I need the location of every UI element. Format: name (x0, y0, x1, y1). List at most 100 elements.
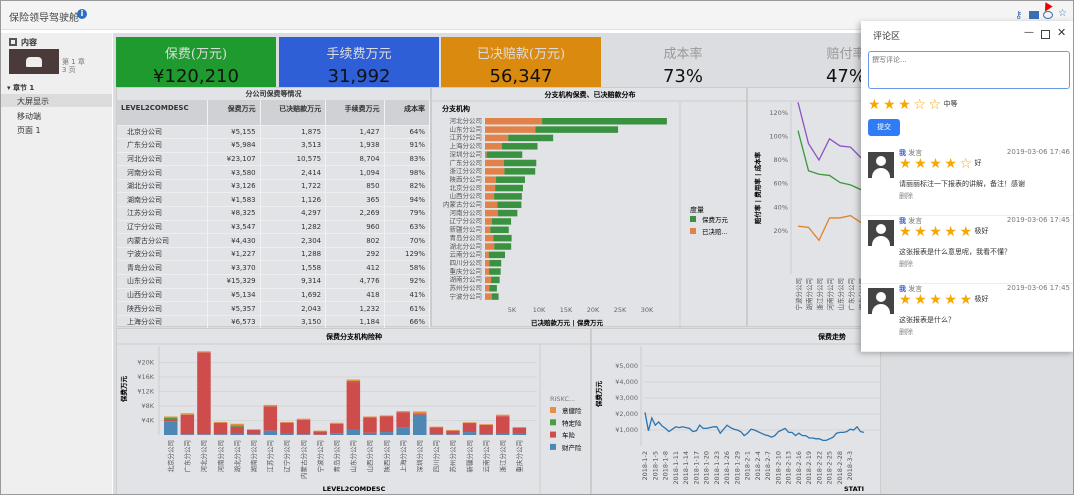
table-row[interactable]: 河北分公司 ¥23,107 10,575 8,704 83% (117, 152, 431, 167)
column-header[interactable]: 已决赔款万元 (260, 100, 327, 126)
kpi-value: 47% (825, 66, 866, 87)
star-filled-icon[interactable]: ★ (899, 292, 912, 308)
star-filled-icon[interactable]: ★ (914, 156, 927, 172)
rating-label: 中等 (943, 100, 958, 108)
star-filled-icon[interactable]: ★ (883, 97, 896, 113)
comment-input[interactable] (868, 51, 1070, 89)
star-icon[interactable]: ☆ (1058, 8, 1067, 19)
star-filled-icon[interactable]: ★ (898, 97, 911, 113)
y-tick: 40% (774, 203, 788, 211)
column-header[interactable]: 保费万元 (207, 100, 261, 126)
comment-text: 这张报表是什么意思呢，我看不懂？ (899, 248, 1011, 256)
column-header[interactable]: LEVEL2COMDESC (117, 100, 209, 126)
column-header[interactable]: 成本率 (384, 100, 431, 126)
close-icon[interactable]: ✕ (1057, 26, 1067, 39)
table-row[interactable]: 陕西分公司 ¥5,357 2,043 1,232 61% (117, 301, 431, 316)
comment-user[interactable]: 我 (899, 217, 906, 225)
star-filled-icon[interactable]: ★ (944, 224, 957, 240)
star-filled-icon[interactable]: ★ (899, 156, 912, 172)
star-filled-icon[interactable]: ★ (929, 156, 942, 172)
table-row[interactable]: 山东分公司 ¥15,329 9,314 4,776 92% (117, 274, 431, 289)
legend-label: 车险 (562, 431, 576, 440)
bar-claims (485, 209, 499, 217)
kpi-card[interactable]: 手续费万元 31,992 (279, 37, 439, 87)
stack-segment (479, 424, 493, 435)
delete-link[interactable]: 删除 (899, 192, 913, 200)
maximize-icon[interactable] (1041, 30, 1050, 39)
table-row[interactable]: 湖北分公司 ¥3,126 1,722 850 82% (117, 179, 431, 194)
star-filled-icon[interactable]: ★ (899, 224, 912, 240)
star-filled-icon[interactable]: ★ (944, 156, 957, 172)
x-tick: 2018-1-14 (682, 451, 690, 485)
y-tick: ¥12K (137, 388, 154, 396)
table-row[interactable]: 山西分公司 ¥5,134 1,692 418 41% (117, 288, 431, 303)
star-empty-icon[interactable]: ☆ (928, 97, 941, 113)
star-filled-icon[interactable]: ★ (959, 292, 972, 308)
delete-link[interactable]: 删除 (899, 328, 913, 336)
table-row[interactable]: 内蒙古分公司 ¥4,430 2,304 802 70% (117, 233, 431, 248)
star-filled-icon[interactable]: ★ (959, 224, 972, 240)
comment-user[interactable]: 我 (899, 149, 906, 157)
submit-button[interactable]: 提交 (868, 119, 900, 136)
table-row[interactable]: 辽宁分公司 ¥3,547 1,282 960 63% (117, 220, 431, 235)
category-label: 湖南分公司 (450, 275, 483, 284)
table-row[interactable]: 宁波分公司 ¥1,227 1,288 292 129% (117, 247, 431, 262)
table-cell: 广东分公司 (117, 138, 209, 153)
star-filled-icon[interactable]: ★ (929, 292, 942, 308)
table-row[interactable]: 广东分公司 ¥5,984 3,513 1,938 91% (117, 138, 431, 153)
kpi-card[interactable]: 保费(万元) ¥120,210 (116, 37, 276, 87)
comment-user[interactable]: 我 (899, 285, 906, 293)
kpi-card[interactable]: 已决赔款(万元) 56,347 (441, 37, 601, 87)
comment-action: 发言 (908, 285, 923, 293)
table-row[interactable]: 江苏分公司 ¥8,325 4,297 2,269 79% (117, 206, 431, 221)
minimize-icon[interactable]: — (1024, 27, 1034, 38)
x-axis-label: 已决赔款万元 | 保费万元 (531, 318, 603, 328)
key-icon[interactable]: ⚷ (1015, 10, 1023, 21)
stack-segment (496, 416, 510, 434)
table-row[interactable]: 湖南分公司 ¥1,583 1,126 365 94% (117, 192, 431, 208)
column-header[interactable]: 手续费万元 (325, 100, 385, 126)
sidebar-item-dapin[interactable]: 大屏显示 (1, 94, 112, 107)
stack-segment (429, 427, 444, 435)
comment-time: 2019-03-06 17:46 (1006, 148, 1070, 156)
row-header: 分支机构 (442, 104, 470, 113)
table-row[interactable]: 青岛分公司 ¥3,370 1,558 412 58% (117, 260, 431, 276)
table-cell: ¥8,325 (207, 206, 261, 221)
bar-claims (485, 259, 490, 267)
y-tick: 20% (774, 227, 788, 235)
section-toggle[interactable]: ▾ 章节 1 (7, 84, 35, 92)
star-empty-icon[interactable]: ☆ (959, 156, 972, 172)
table-row[interactable]: 上海分公司 ¥6,573 3,150 1,184 66% (117, 315, 431, 330)
info-icon[interactable]: i (77, 9, 87, 19)
rating-input[interactable]: ★ ★ ★ ☆ ☆ 中等 (868, 98, 958, 112)
x-tick: 2018-1-17 (692, 451, 700, 485)
star-empty-icon[interactable]: ☆ (913, 97, 926, 113)
star-filled-icon[interactable]: ★ (868, 97, 881, 113)
star-filled-icon[interactable]: ★ (929, 224, 942, 240)
table-cell: 3,513 (260, 138, 327, 153)
chapter-thumbnail[interactable] (9, 49, 59, 74)
table-cell: 61% (384, 301, 431, 316)
x-tick: 广东分公司 (183, 440, 192, 473)
table-cell: 青岛分公司 (117, 260, 209, 276)
stack-segment (379, 432, 394, 435)
bar-claims (485, 293, 492, 300)
star-filled-icon[interactable]: ★ (944, 292, 957, 308)
x-tick: 上海分公司 (398, 440, 407, 473)
table-cell: ¥5,357 (207, 301, 261, 316)
table-row[interactable]: 北京分公司 ¥5,155 1,875 1,427 64% (117, 125, 431, 140)
sidebar-item-page1[interactable]: 页面 1 (17, 125, 41, 136)
bar-claims (485, 201, 498, 208)
comment-item: 我 发言 2019-03-06 17:45 ★ ★ ★ ★ ★ 极好 这张报表是… (861, 284, 1073, 352)
star-filled-icon[interactable]: ★ (914, 292, 927, 308)
category-label: 四川分公司 (450, 258, 483, 267)
delete-link[interactable]: 删除 (899, 260, 913, 268)
sidebar-item-mobile[interactable]: 移动端 (17, 111, 41, 122)
table-row[interactable]: 河南分公司 ¥3,580 2,414 1,094 98% (117, 165, 431, 180)
star-filled-icon[interactable]: ★ (914, 224, 927, 240)
kpi-card[interactable]: 成本率 73% (603, 37, 763, 87)
legend-label: 保费万元 (702, 215, 729, 224)
comment-icon[interactable] (1043, 11, 1053, 19)
table-cell: 1,232 (325, 301, 385, 316)
present-icon[interactable] (1029, 11, 1039, 19)
